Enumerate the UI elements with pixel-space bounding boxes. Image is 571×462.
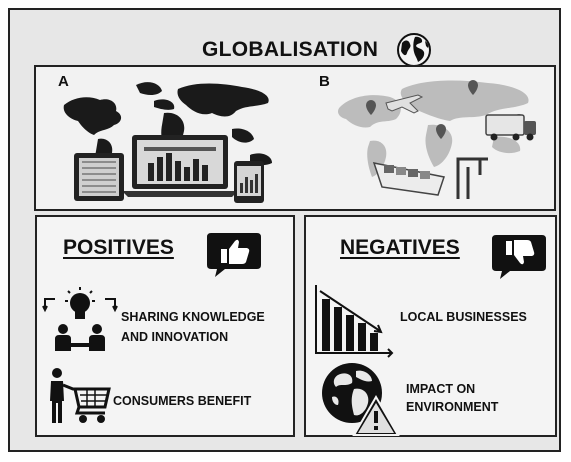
laptop-icon xyxy=(122,135,238,197)
infographic-frame: GLOBALISATION A B xyxy=(8,8,561,452)
positive-item-1-line1: SHARING KNOWLEDGE xyxy=(121,310,265,324)
positives-panel: POSITIVES SHARING KNOWLEDGE AND INNOVATI… xyxy=(35,215,295,437)
negative-item-2-line1: IMPACT ON xyxy=(406,382,476,396)
positive-item-2: CONSUMERS BENEFIT xyxy=(113,394,252,408)
label-b: B xyxy=(319,73,330,90)
negative-item-1: LOCAL BUSINESSES xyxy=(400,310,527,324)
smartphone-icon xyxy=(234,161,264,203)
globe-warning-icon xyxy=(322,363,400,436)
thumbs-up-icon xyxy=(207,233,261,277)
positives-heading: POSITIVES xyxy=(63,236,174,259)
world-map-panel: A B xyxy=(34,65,556,211)
global-trade-map-illustration xyxy=(338,80,536,199)
shopping-cart-icon xyxy=(50,368,111,423)
negatives-panel: NEGATIVES LOCAL BUSINESSES xyxy=(304,215,557,437)
lightbulb-collaboration-icon xyxy=(42,287,118,351)
negatives-heading: NEGATIVES xyxy=(340,236,460,259)
tablet-icon xyxy=(74,153,124,201)
thumbs-down-icon xyxy=(492,235,546,279)
cargo-ship-icon xyxy=(372,162,445,196)
airplane-icon xyxy=(385,94,424,114)
page-title: GLOBALISATION xyxy=(202,38,379,61)
positive-item-1-line2: AND INNOVATION xyxy=(121,330,229,344)
port-crane-icon xyxy=(456,157,488,199)
globe-icon xyxy=(397,33,431,67)
title-row: GLOBALISATION xyxy=(10,28,559,68)
label-a: A xyxy=(58,73,69,90)
declining-bar-chart-icon xyxy=(315,285,394,358)
cargo-truck-icon xyxy=(485,114,536,141)
connected-devices-map-illustration xyxy=(63,82,272,203)
negative-item-2-line2: ENVIRONMENT xyxy=(406,400,499,414)
